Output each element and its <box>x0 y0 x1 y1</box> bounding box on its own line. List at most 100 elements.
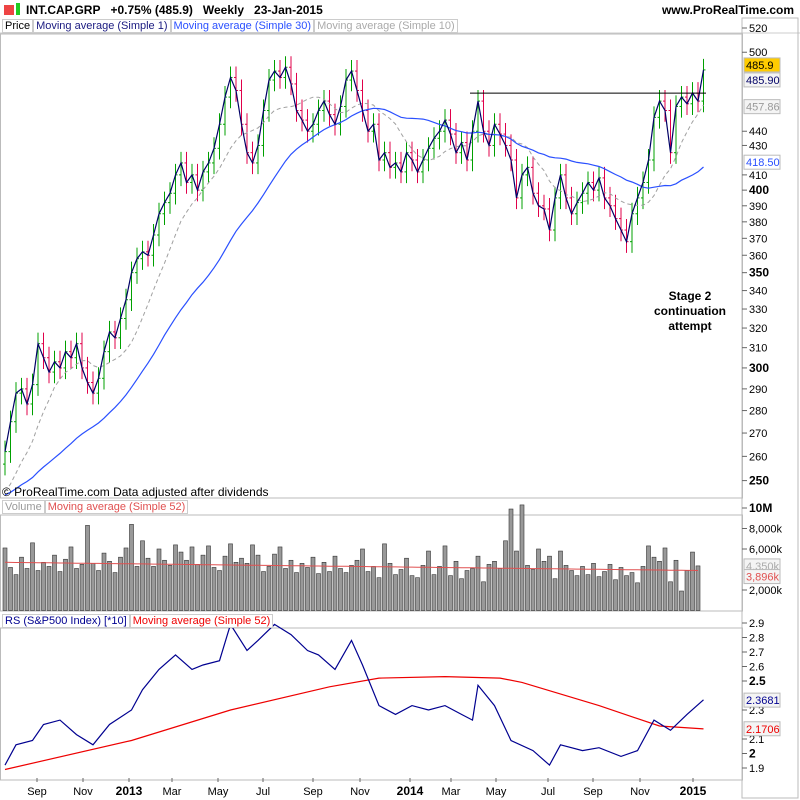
y-tick-label: 300 <box>749 361 769 375</box>
volume-bar <box>360 548 365 611</box>
volume-bar <box>145 557 151 611</box>
volume-bar <box>35 570 41 611</box>
volume-bar <box>134 566 140 611</box>
badge-rs: 2.3681 <box>746 695 780 707</box>
volume-bar <box>376 577 382 611</box>
volume-bar <box>481 581 486 611</box>
volume-bar <box>129 524 134 611</box>
volume-bar <box>398 569 404 611</box>
y-tick-label: 380 <box>749 217 767 229</box>
volume-bar <box>349 565 354 611</box>
volume-legend: Volume Moving average (Simple 52) <box>2 500 189 514</box>
y-tick-label: 310 <box>749 343 767 355</box>
volume-bar <box>409 575 415 611</box>
volume-bar <box>107 560 112 611</box>
y-tick-label: 2.8 <box>749 633 764 645</box>
volume-bar <box>327 571 332 611</box>
x-tick-label: May <box>208 786 229 798</box>
period: Weekly <box>202 3 245 17</box>
y-tick-label: 290 <box>749 384 767 396</box>
badge-last-price: 485.9 <box>746 60 774 72</box>
site-url[interactable]: www.ProRealTime.com <box>661 3 794 17</box>
volume-bar <box>206 545 211 611</box>
y-tick-label: 370 <box>749 233 767 245</box>
x-tick-label: Nov <box>350 786 370 798</box>
volume-bar <box>371 566 376 611</box>
volume-bar <box>321 562 327 611</box>
volume-bar <box>343 572 349 611</box>
y-tick-label: 410 <box>749 170 767 182</box>
y-axis-frame <box>741 17 799 799</box>
volume-bar <box>239 557 244 611</box>
legend-ma30[interactable]: Moving average (Simple 30) <box>170 19 315 33</box>
legend-rs[interactable]: RS (S&P500 Index) [*10] <box>2 614 130 628</box>
legend-rs-ma52[interactable]: Moving average (Simple 52) <box>129 614 274 628</box>
volume-bar <box>305 567 310 611</box>
volume-bar <box>673 559 679 611</box>
legend-volume-ma52[interactable]: Moving average (Simple 52) <box>44 500 189 514</box>
ma1-line <box>4 65 705 452</box>
volume-bar <box>74 568 79 611</box>
y-tick-label: 2.9 <box>749 618 764 630</box>
legend-ma10[interactable]: Moving average (Simple 10) <box>314 19 458 33</box>
volume-bar <box>222 555 228 611</box>
y-tick-label: 330 <box>749 304 767 316</box>
y-tick-label: 390 <box>749 201 767 213</box>
rs-legend: RS (S&P500 Index) [*10] Moving average (… <box>2 614 274 628</box>
badge-volume-ma-bg <box>743 569 781 585</box>
volume-bar <box>266 566 272 611</box>
price-change: +0.75% (485.9) <box>110 3 193 17</box>
x-tick-label: Jul <box>256 786 270 798</box>
y-tick-label: 1.9 <box>749 763 764 775</box>
x-tick-label: May <box>486 786 507 798</box>
x-tick-label: Sep <box>583 786 603 798</box>
volume-bar <box>211 567 217 611</box>
volume-bar <box>657 560 662 611</box>
volume-bar <box>79 564 85 611</box>
volume-bar <box>112 572 118 611</box>
volume-bar <box>13 574 19 611</box>
symbol: INT.CAP.GRP <box>26 3 101 17</box>
volume-bar <box>365 571 371 611</box>
legend-price[interactable]: Price <box>2 19 34 33</box>
badge-ma10: 457.86 <box>746 102 780 114</box>
legend-volume[interactable]: Volume <box>2 500 45 514</box>
x-tick-label: 2013 <box>116 784 143 798</box>
volume-bar <box>404 557 409 611</box>
annotation-line: Stage 2 <box>668 289 712 303</box>
y-tick-label: 270 <box>749 428 767 440</box>
volume-bar <box>426 550 431 611</box>
volume-bar <box>448 575 453 611</box>
volume-bar <box>503 540 508 611</box>
badge-rs-ma-bg <box>743 721 781 737</box>
volume-bar <box>602 571 607 611</box>
y-tick-label: 320 <box>749 323 767 335</box>
volume-bar <box>8 567 13 611</box>
x-tick-label: 2014 <box>397 784 424 798</box>
y-tick-label: 250 <box>749 474 769 488</box>
x-tick-label: Jul <box>541 786 555 798</box>
candle-icon <box>4 5 14 15</box>
x-tick-label: Nov <box>73 786 93 798</box>
volume-bar <box>552 578 558 611</box>
y-tick-label: 340 <box>749 286 767 298</box>
x-tick-label: Sep <box>303 786 323 798</box>
volume-bar <box>536 548 541 611</box>
volume-bar <box>607 564 613 611</box>
candle-icon <box>16 3 20 15</box>
volume-bar <box>184 559 189 611</box>
legend-ma1[interactable]: Moving average (Simple 1) <box>33 19 171 33</box>
volume-bar <box>580 566 585 611</box>
y-tick-label: 2.6 <box>749 662 764 674</box>
volume-bar <box>591 563 596 611</box>
volume-bar <box>525 565 530 611</box>
badge-last-price-bg <box>743 57 781 73</box>
volume-bar <box>294 572 299 611</box>
volume-bar <box>382 543 387 611</box>
volume-bar <box>272 553 277 611</box>
volume-bar <box>316 573 321 611</box>
volume-bar <box>437 566 442 611</box>
y-tick-label: 2.7 <box>749 647 764 659</box>
volume-bar <box>96 570 101 611</box>
